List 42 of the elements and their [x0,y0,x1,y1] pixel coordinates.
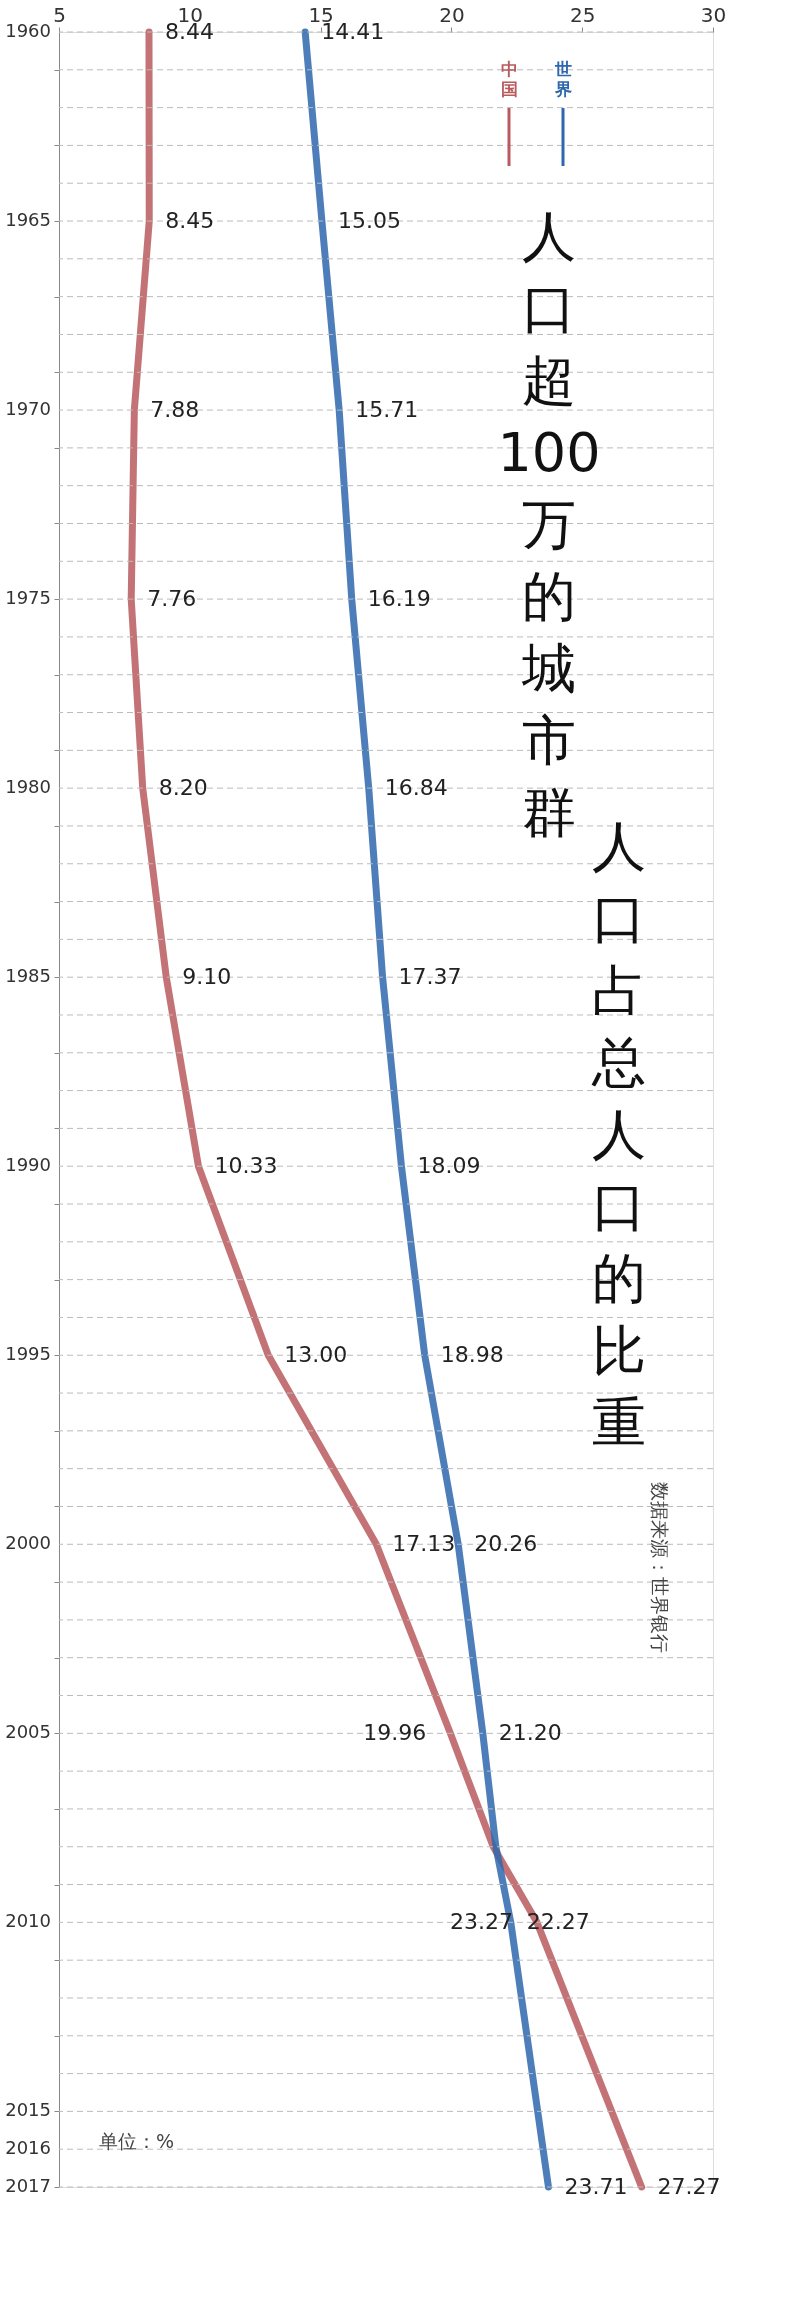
data-label: 7.76 [147,586,197,612]
data-label: 19.96 [363,1720,427,1746]
data-label: 17.37 [398,964,462,990]
x-tick-label: 25 [569,2,596,27]
data-label: 16.19 [367,586,431,612]
data-label: 16.84 [384,775,448,801]
y-tick-label: 1985 [5,965,51,987]
data-label: 20.26 [474,1531,538,1557]
y-tick-label: 2010 [5,1910,51,1932]
y-tick-label: 1990 [5,1154,51,1176]
data-label: 23.71 [564,2174,628,2199]
y-tick-label: 1975 [5,587,51,609]
annotation: 单位：% [99,2130,175,2152]
data-label: 21.20 [498,1720,562,1746]
y-tick-label: 2016 [5,2137,51,2159]
y-tick-label: 2000 [5,1532,51,1554]
data-label: 15.05 [337,208,401,234]
text: 中国 [500,59,518,99]
data-label: 18.98 [440,1342,504,1368]
x-tick-label: 20 [439,2,465,27]
data-label: 10.33 [214,1153,278,1179]
data-label: 8.20 [158,775,208,801]
data-label: 15.71 [355,397,419,423]
y-tick-label: 1960 [5,20,51,41]
data-label: 7.88 [150,397,200,423]
text: 世界 [553,59,572,99]
data-label: 8.45 [165,208,215,234]
y-tick-label: 2005 [5,1721,51,1743]
y-tick-label: 1970 [5,398,51,420]
x-tick-label: 30 [700,2,727,27]
data-label: 9.10 [182,964,232,990]
y-tick-label: 1965 [5,209,51,231]
y-tick-label: 1980 [5,776,51,798]
data-label: 18.09 [417,1153,481,1179]
annotation: 数据来源：世界银行 [649,1482,671,1653]
x-tick-label: 5 [53,2,66,27]
data-label: 13.00 [284,1342,348,1368]
y-tick-label: 2017 [5,2175,51,2196]
data-label: 17.13 [392,1531,456,1557]
y-tick-label: 1995 [5,1343,51,1365]
y-tick-label: 2015 [5,2099,51,2121]
data-label: 27.27 [657,2174,721,2199]
